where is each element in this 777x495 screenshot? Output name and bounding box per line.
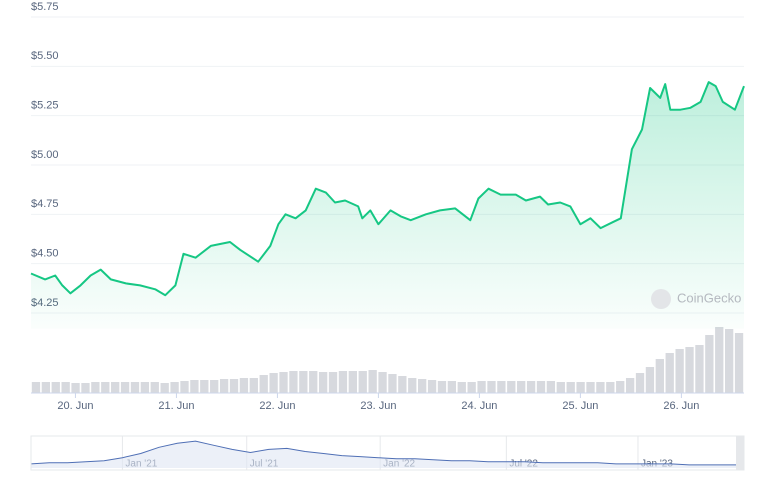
volume-bar <box>229 379 239 393</box>
volume-bar <box>299 371 308 393</box>
volume-bar <box>130 382 140 393</box>
volume-bar <box>457 382 466 393</box>
volume-bar <box>526 381 536 393</box>
volume-bar <box>101 382 110 393</box>
volume-bar <box>31 382 41 393</box>
volume-bar <box>398 376 407 393</box>
volume-bar <box>645 367 655 393</box>
volume-bar <box>477 381 486 393</box>
volume-bar <box>41 382 51 393</box>
volume-bar <box>210 380 219 393</box>
volume-bar <box>239 378 249 393</box>
volume-bar <box>190 380 199 393</box>
volume-bar <box>279 372 288 393</box>
volume-bar <box>447 381 457 393</box>
volume-bar <box>507 381 516 393</box>
volume-bar <box>269 373 278 393</box>
volume-bar <box>586 382 595 393</box>
navigator-area <box>31 441 744 468</box>
volume-bar <box>467 382 476 393</box>
volume-bar <box>418 379 427 393</box>
volume-bar <box>71 383 80 393</box>
volume-bar <box>180 381 189 393</box>
volume-bar <box>517 381 526 393</box>
volume-bar <box>318 372 328 393</box>
volume-bar <box>259 375 268 393</box>
x-tick-label: 20. Jun <box>57 400 93 412</box>
volume-bar <box>170 382 179 393</box>
y-tick-label: $5.25 <box>31 100 59 112</box>
volume-bar <box>338 371 348 393</box>
volume-bar <box>289 371 298 393</box>
volume-bar <box>487 381 496 393</box>
volume-bar <box>140 382 150 393</box>
volume-bar <box>596 382 605 393</box>
volume-bar <box>556 382 565 393</box>
y-tick-label: $4.75 <box>31 198 59 210</box>
volume-bar <box>51 382 60 393</box>
volume-bar <box>200 380 209 393</box>
volume-bar <box>685 347 694 393</box>
x-tick-label: 21. Jun <box>158 400 194 412</box>
volume-bar <box>150 382 159 393</box>
watermark-text: CoinGecko <box>677 290 741 305</box>
volume-bar <box>160 383 169 393</box>
x-tick-label: 25. Jun <box>562 400 598 412</box>
volume-bar <box>675 349 684 393</box>
volume-bar <box>536 381 546 393</box>
volume-bar <box>606 382 615 393</box>
y-tick-label: $5.50 <box>31 50 59 62</box>
volume-bar <box>715 327 724 393</box>
volume-bar <box>497 381 506 393</box>
volume-bar <box>734 333 744 393</box>
volume-bar <box>695 345 704 393</box>
volume-bar <box>724 329 734 393</box>
volume-bar <box>576 382 585 393</box>
volume-bar <box>91 382 100 393</box>
volume-bar <box>705 335 714 393</box>
volume-bar <box>81 383 90 393</box>
volume-bar <box>358 371 367 393</box>
volume-bar <box>249 378 258 393</box>
volume-bar <box>348 371 357 393</box>
volume-bar <box>368 370 377 393</box>
volume-bar <box>427 380 437 393</box>
navigator-line <box>30 440 744 466</box>
y-tick-label: $5.75 <box>31 1 59 13</box>
volume-bar <box>61 382 70 393</box>
volume-bar <box>388 374 397 393</box>
volume-bar <box>625 378 635 393</box>
area <box>31 82 744 329</box>
price-line <box>30 81 745 297</box>
x-tick-label: 24. Jun <box>461 400 497 412</box>
volume-bar <box>635 373 645 393</box>
volume-bar <box>378 372 387 393</box>
volume-bar <box>309 371 318 393</box>
navigator-handle[interactable] <box>736 436 744 470</box>
watermark: CoinGecko <box>651 289 741 309</box>
volume-bar <box>408 378 417 393</box>
volume-bar <box>665 353 674 393</box>
x-tick-label: 23. Jun <box>360 400 396 412</box>
volume-bar <box>328 372 338 393</box>
y-tick-label: $4.50 <box>31 248 59 260</box>
y-tick-label: $5.00 <box>31 149 59 161</box>
volume-bar <box>616 381 625 393</box>
volume-bar <box>566 382 575 393</box>
volume-bar <box>111 382 120 393</box>
volume-bar <box>120 382 130 393</box>
x-tick-label: 26. Jun <box>663 400 699 412</box>
watermark-logo <box>651 289 671 309</box>
volume-bar <box>437 381 447 393</box>
x-tick-label: 22. Jun <box>259 400 295 412</box>
volume-bar <box>655 359 664 393</box>
volume-bar <box>546 381 556 393</box>
volume-bar <box>219 379 229 393</box>
